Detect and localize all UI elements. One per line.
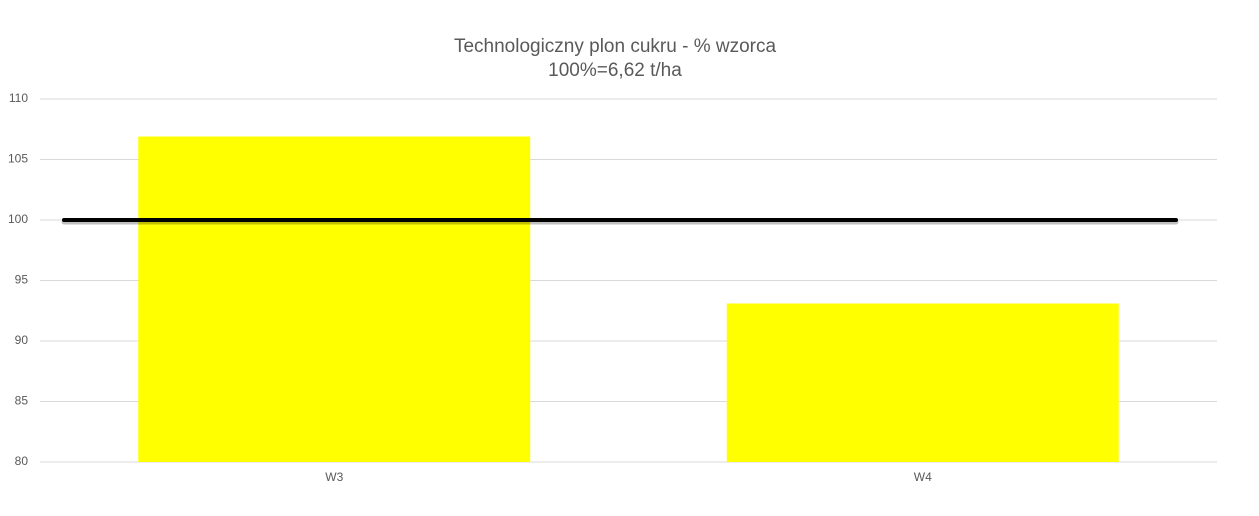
y-tick-label: 95: [15, 273, 29, 287]
bar: [726, 303, 1119, 462]
y-tick-label: 100: [8, 212, 28, 226]
bar: [138, 136, 531, 462]
x-tick-label: W4: [914, 470, 932, 484]
chart-subtitle: 100%=6,62 t/ha: [548, 60, 682, 81]
y-tick-label: 110: [9, 91, 28, 105]
x-tick-label: W3: [325, 470, 343, 484]
y-tick-label: 80: [15, 454, 29, 468]
y-tick-label: 85: [15, 394, 29, 408]
y-tick-label: 105: [8, 152, 28, 166]
chart-title: Technologiczny plon cukru - % wzorca: [454, 36, 777, 57]
y-tick-label: 90: [15, 333, 29, 347]
